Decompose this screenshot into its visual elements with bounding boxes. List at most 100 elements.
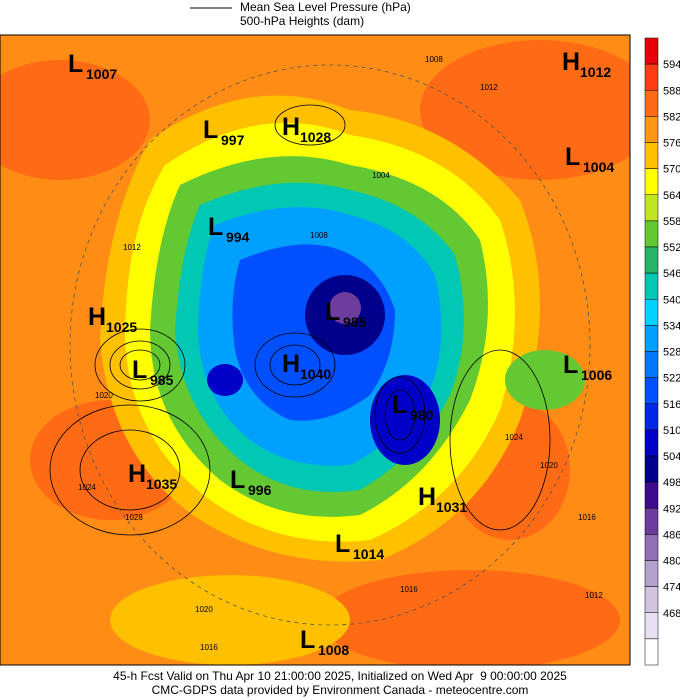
isobar-label: 1020 [540, 461, 558, 470]
map [0, 35, 630, 665]
isobar-label: 1020 [195, 605, 213, 614]
colorbar-label: 486 [663, 529, 680, 541]
colorbar-box [644, 508, 659, 535]
isobar-label: 1004 [372, 171, 390, 180]
center-value: 985 [150, 372, 174, 388]
center-value: 994 [226, 229, 250, 245]
footer-line1: 45-h Fcst Valid on Thu Apr 10 21:00:00 2… [113, 669, 567, 683]
legend-heights: 500-hPa Heights (dam) [240, 14, 364, 28]
center-letter: H [282, 350, 300, 378]
colorbar-label: 516 [663, 399, 680, 411]
colorbar-box [644, 534, 659, 561]
isobar-label: 1016 [578, 513, 596, 522]
center-value: 1028 [300, 129, 331, 145]
colorbar-label: 522 [663, 373, 680, 385]
colorbar-box [644, 63, 659, 91]
colorbar-box [644, 455, 659, 483]
center-letter: H [88, 303, 106, 331]
center-letter: L [565, 143, 580, 171]
center-letter: L [132, 356, 147, 384]
colorbar-box [644, 220, 659, 248]
colorbar-label: 534 [663, 320, 680, 332]
isobar-label: 1024 [505, 433, 523, 442]
center-value: 1008 [318, 642, 349, 658]
isobar-label: 1016 [200, 643, 218, 652]
colorbar-label: 492 [663, 503, 680, 515]
colorbar-box [644, 90, 659, 117]
colorbar-label: 480 [663, 556, 680, 568]
colorbar-box [644, 351, 659, 378]
colorbar-box [644, 299, 659, 326]
colorbar-label: 576 [663, 138, 680, 150]
colorbar-box [644, 560, 659, 587]
center-letter: L [300, 626, 315, 654]
colorbar-box [644, 481, 659, 509]
center-letter: L [325, 298, 340, 326]
colorbar-label: 582 [663, 111, 680, 123]
center-value: 1031 [436, 499, 467, 515]
center-letter: L [68, 50, 83, 78]
center-value: 1014 [353, 546, 384, 562]
center-value: 1012 [580, 64, 611, 80]
colorbar-label: 510 [663, 425, 680, 437]
colorbar-box [644, 638, 659, 666]
center-value: 985 [343, 314, 367, 330]
isobar-label: 1012 [480, 83, 498, 92]
center-letter: L [392, 391, 407, 419]
colorbar-label: 558 [663, 216, 680, 228]
isobar-label: 1012 [123, 243, 141, 252]
colorbar-label: 474 [663, 582, 680, 594]
center-letter: L [203, 116, 218, 144]
colorbar-box [644, 586, 659, 613]
isobar-label: 1020 [95, 391, 113, 400]
colorbar-label: 564 [663, 190, 680, 202]
center-value: 1006 [581, 367, 612, 383]
center-letter: L [208, 213, 223, 241]
colorbar-label: 594 [663, 59, 680, 71]
map-frame [0, 34, 631, 666]
isobar-label: 1012 [585, 591, 603, 600]
center-letter: H [282, 113, 300, 141]
center-letter: H [128, 460, 146, 488]
center-letter: L [335, 530, 350, 558]
colorbar-box [644, 246, 659, 274]
colorbar-box [644, 168, 659, 195]
center-letter: H [562, 48, 580, 76]
center-value: 1007 [86, 66, 117, 82]
center-value: 980 [410, 407, 434, 423]
center-value: 1035 [146, 476, 177, 492]
isobar-label: 1008 [310, 231, 328, 240]
isobar-label: 1008 [425, 55, 443, 64]
colorbar-box [644, 37, 659, 65]
center-value: 1040 [300, 366, 331, 382]
isobar-label: 1024 [78, 483, 96, 492]
colorbar-label: 498 [663, 477, 680, 489]
colorbar-label: 570 [663, 164, 680, 176]
colorbar-label: 552 [663, 242, 680, 254]
colorbar-box [644, 142, 659, 169]
center-letter: L [563, 351, 578, 379]
center-value: 997 [221, 132, 245, 148]
colorbar-label: 546 [663, 268, 680, 280]
colorbar-box [644, 272, 659, 300]
colorbar-box [644, 116, 659, 143]
center-letter: L [230, 466, 245, 494]
colorbar-label: 540 [663, 294, 680, 306]
colorbar-label: 588 [663, 85, 680, 97]
isobar-label: 1028 [125, 513, 143, 522]
legend-pressure: Mean Sea Level Pressure (hPa) [240, 0, 411, 14]
center-letter: H [418, 483, 436, 511]
isobar-label: 1016 [400, 585, 418, 594]
colorbar-label: 468 [663, 608, 680, 620]
colorbar-label: 528 [663, 347, 680, 359]
colorbar-box [644, 377, 659, 404]
center-value: 1025 [106, 319, 137, 335]
colorbar-box [644, 325, 659, 352]
footer-line2: CMC-GDPS data provided by Environment Ca… [152, 683, 529, 697]
colorbar-box [644, 429, 659, 457]
colorbar-box [644, 612, 659, 640]
center-value: 1004 [583, 159, 614, 175]
colorbar-box [644, 194, 659, 222]
